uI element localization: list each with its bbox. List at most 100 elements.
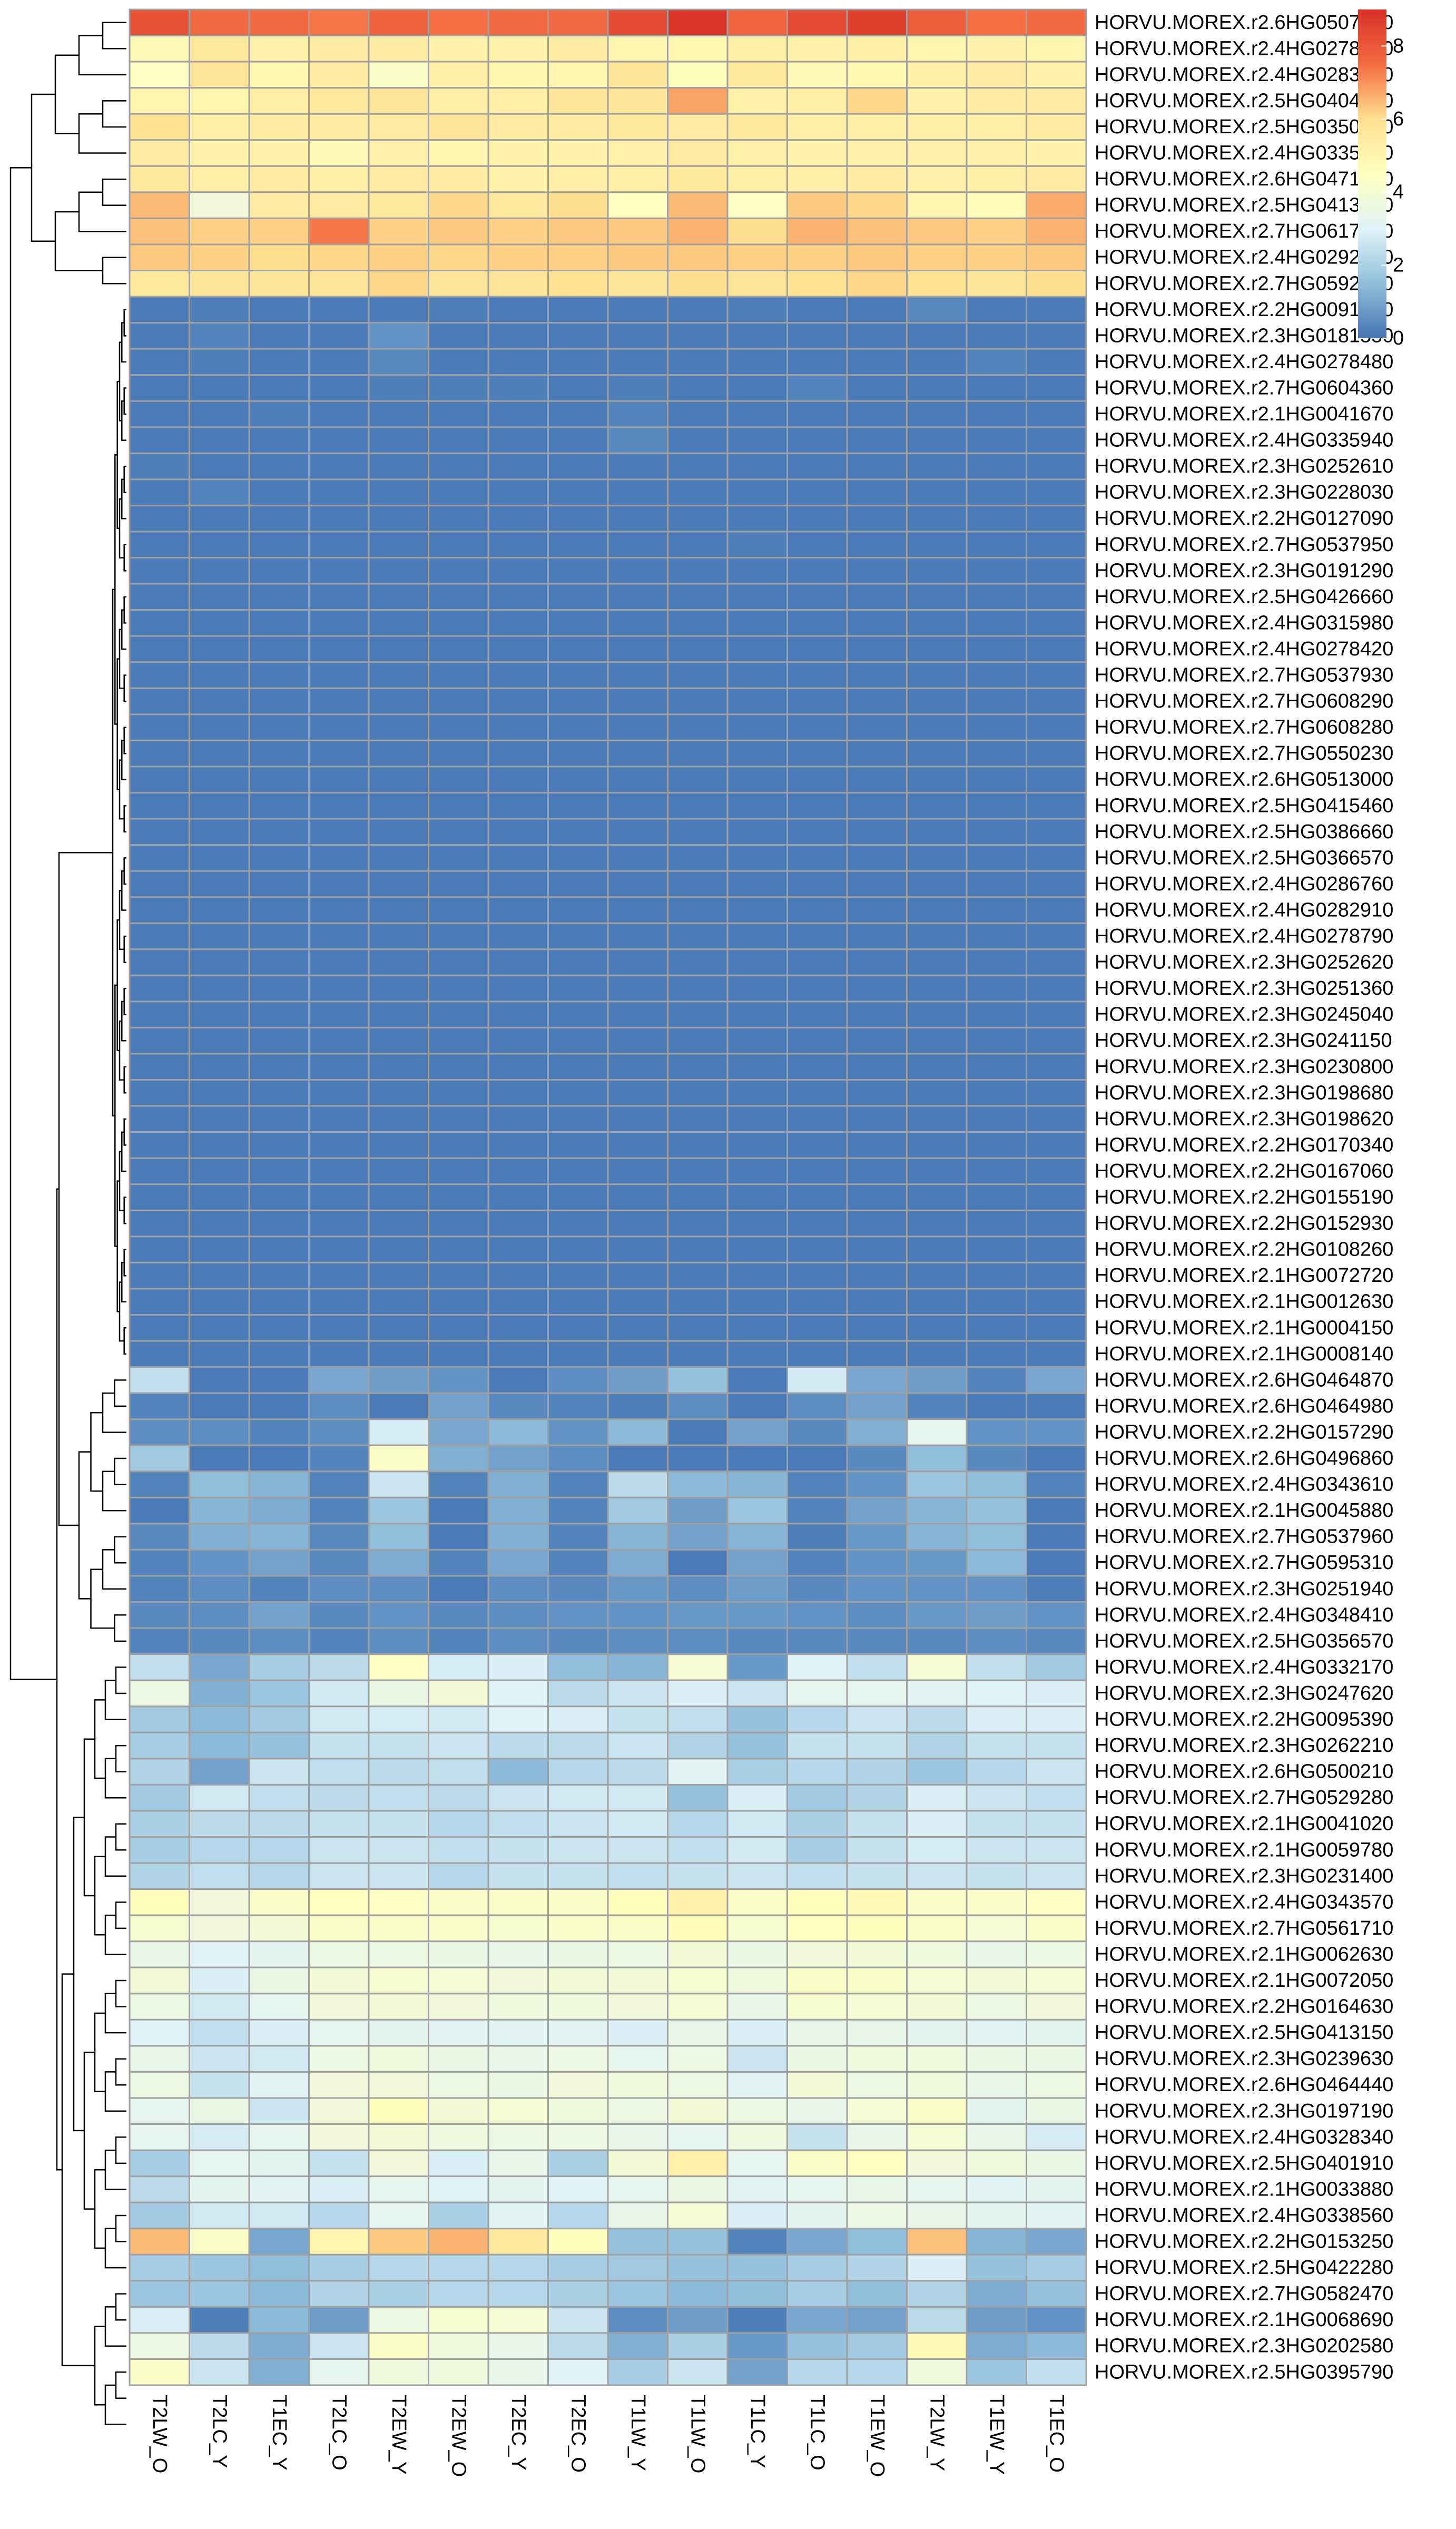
heatmap-cell [906, 2253, 968, 2282]
heatmap-cell [487, 1731, 549, 1760]
heatmap-cell [428, 1288, 489, 1316]
heatmap-cell [368, 1548, 429, 1577]
heatmap-cell [308, 766, 370, 793]
heatmap-cell [547, 1131, 609, 1159]
heatmap-cell [189, 1888, 250, 1916]
heatmap-cell [487, 1236, 549, 1263]
heatmap-cell [428, 1001, 489, 1028]
heatmap-cell [1026, 504, 1087, 533]
heatmap-cell [487, 1679, 549, 1708]
heatmap-cell [846, 766, 908, 793]
heatmap-cell [547, 165, 609, 193]
heatmap-cell [487, 1183, 549, 1211]
heatmap-cell [129, 296, 190, 324]
heatmap-cell [428, 948, 489, 976]
heatmap-cell [1026, 1653, 1087, 1681]
heatmap-cell [607, 1314, 668, 1342]
heatmap-cell [1026, 1993, 1087, 2021]
heatmap-cell [189, 531, 250, 559]
heatmap-cell [667, 792, 729, 820]
heatmap-cell [726, 1340, 788, 1368]
heatmap-cell [308, 609, 370, 637]
heatmap-cell [846, 609, 908, 637]
heatmap-cell [607, 2253, 668, 2282]
heatmap-cell [248, 400, 310, 428]
heatmap-cell [189, 1053, 250, 1081]
heatmap-cell [966, 1523, 1027, 1551]
heatmap-cell [906, 35, 968, 63]
heatmap-cell [129, 922, 190, 950]
heatmap-cell [547, 1627, 609, 1655]
heatmap-cell [129, 1731, 190, 1760]
heatmap-cell [786, 1836, 848, 1864]
heatmap-cell [308, 713, 370, 741]
heatmap-cell [726, 2306, 788, 2334]
heatmap-cell [189, 1105, 250, 1133]
heatmap-cell [368, 1862, 429, 1890]
heatmap-cell [308, 687, 370, 715]
heatmap-cell [726, 1288, 788, 1316]
heatmap-cell [368, 739, 429, 768]
heatmap-cell [846, 1653, 908, 1681]
heatmap-cell [846, 1679, 908, 1708]
row-label: HORVU.MOREX.r2.3HG0191290 [1095, 560, 1393, 582]
heatmap-cell [487, 1157, 549, 1185]
heatmap-cell [667, 87, 729, 115]
heatmap-cell [129, 1758, 190, 1786]
heatmap-cell [428, 2123, 489, 2151]
heatmap-cell [189, 87, 250, 115]
heatmap-cell [487, 818, 549, 846]
heatmap-cell [428, 1209, 489, 1238]
heatmap-cell [1026, 661, 1087, 689]
heatmap-cell [1026, 1783, 1087, 1812]
heatmap-cell [129, 2228, 190, 2256]
heatmap-cell [667, 1705, 729, 1733]
heatmap-cell [308, 217, 370, 246]
heatmap-cell [786, 2071, 848, 2099]
heatmap-cell [308, 348, 370, 376]
heatmap-cell [368, 165, 429, 193]
heatmap-cell [368, 35, 429, 63]
heatmap-cell [129, 452, 190, 481]
heatmap-cell [726, 35, 788, 63]
heatmap-cell [607, 948, 668, 976]
heatmap-cell [308, 8, 370, 37]
heatmap-cell [846, 1471, 908, 1498]
heatmap-cell [667, 322, 729, 350]
row-label: HORVU.MOREX.r2.2HG0170340 [1095, 1134, 1393, 1156]
heatmap-cell [607, 87, 668, 115]
heatmap-cell [1026, 1601, 1087, 1629]
heatmap-cell [966, 113, 1027, 141]
heatmap-cell [129, 766, 190, 793]
heatmap-cell [487, 348, 549, 376]
heatmap-cell [906, 2018, 968, 2047]
heatmap-cell [487, 1966, 549, 1995]
row-label: HORVU.MOREX.r2.1HG0041020 [1095, 1813, 1393, 1835]
heatmap-cell [248, 531, 310, 559]
heatmap-cell [368, 2306, 429, 2334]
heatmap-cell [846, 1001, 908, 1028]
heatmap-cell [906, 1366, 968, 1394]
heatmap-cell [129, 896, 190, 924]
heatmap-cell [308, 974, 370, 1003]
heatmap-cell [129, 1575, 190, 1603]
heatmap-cell [846, 1418, 908, 1446]
heatmap-cell [846, 452, 908, 481]
heatmap-cell [1026, 1131, 1087, 1159]
heatmap-cell [428, 504, 489, 533]
heatmap-cell [667, 1862, 729, 1890]
heatmap-cell [368, 1496, 429, 1525]
heatmap-cell [607, 609, 668, 637]
heatmap-cell [607, 35, 668, 63]
heatmap-cell [428, 2358, 489, 2386]
heatmap-cell [129, 1523, 190, 1551]
heatmap-cell [906, 2306, 968, 2334]
heatmap-cell [906, 687, 968, 715]
heatmap-cell [726, 1783, 788, 1812]
heatmap-cell [786, 1131, 848, 1159]
row-label: HORVU.MOREX.r2.2HG0095390 [1095, 1709, 1393, 1731]
heatmap-cell [966, 687, 1027, 715]
heatmap-cell [487, 1288, 549, 1316]
heatmap-cell [906, 557, 968, 585]
heatmap-cell [1026, 2358, 1087, 2386]
